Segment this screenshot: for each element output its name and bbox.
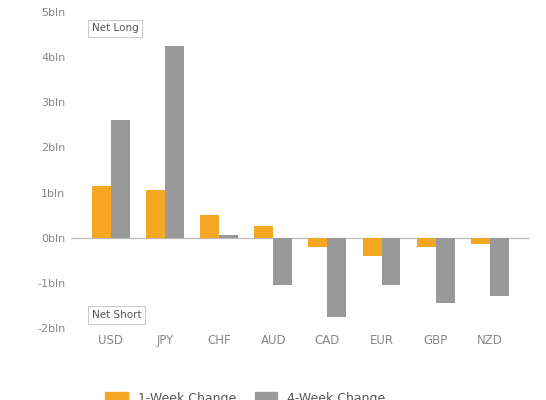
Bar [273,238,292,285]
Bar [146,190,165,238]
Bar [382,238,400,285]
Bar [92,186,111,238]
Bar [490,238,509,296]
Bar [328,238,346,317]
Bar [254,226,273,238]
Bar [471,238,490,244]
Text: Net Short: Net Short [92,310,141,320]
Bar [436,238,455,303]
Text: Net Long: Net Long [92,23,139,33]
Bar [363,238,382,256]
Legend: 1-Week Change, 4-Week Change: 1-Week Change, 4-Week Change [100,387,390,400]
Bar [111,120,130,238]
Bar [200,215,219,238]
Bar [417,238,436,247]
Bar [219,236,238,238]
Bar [308,238,328,247]
Bar [165,46,184,238]
